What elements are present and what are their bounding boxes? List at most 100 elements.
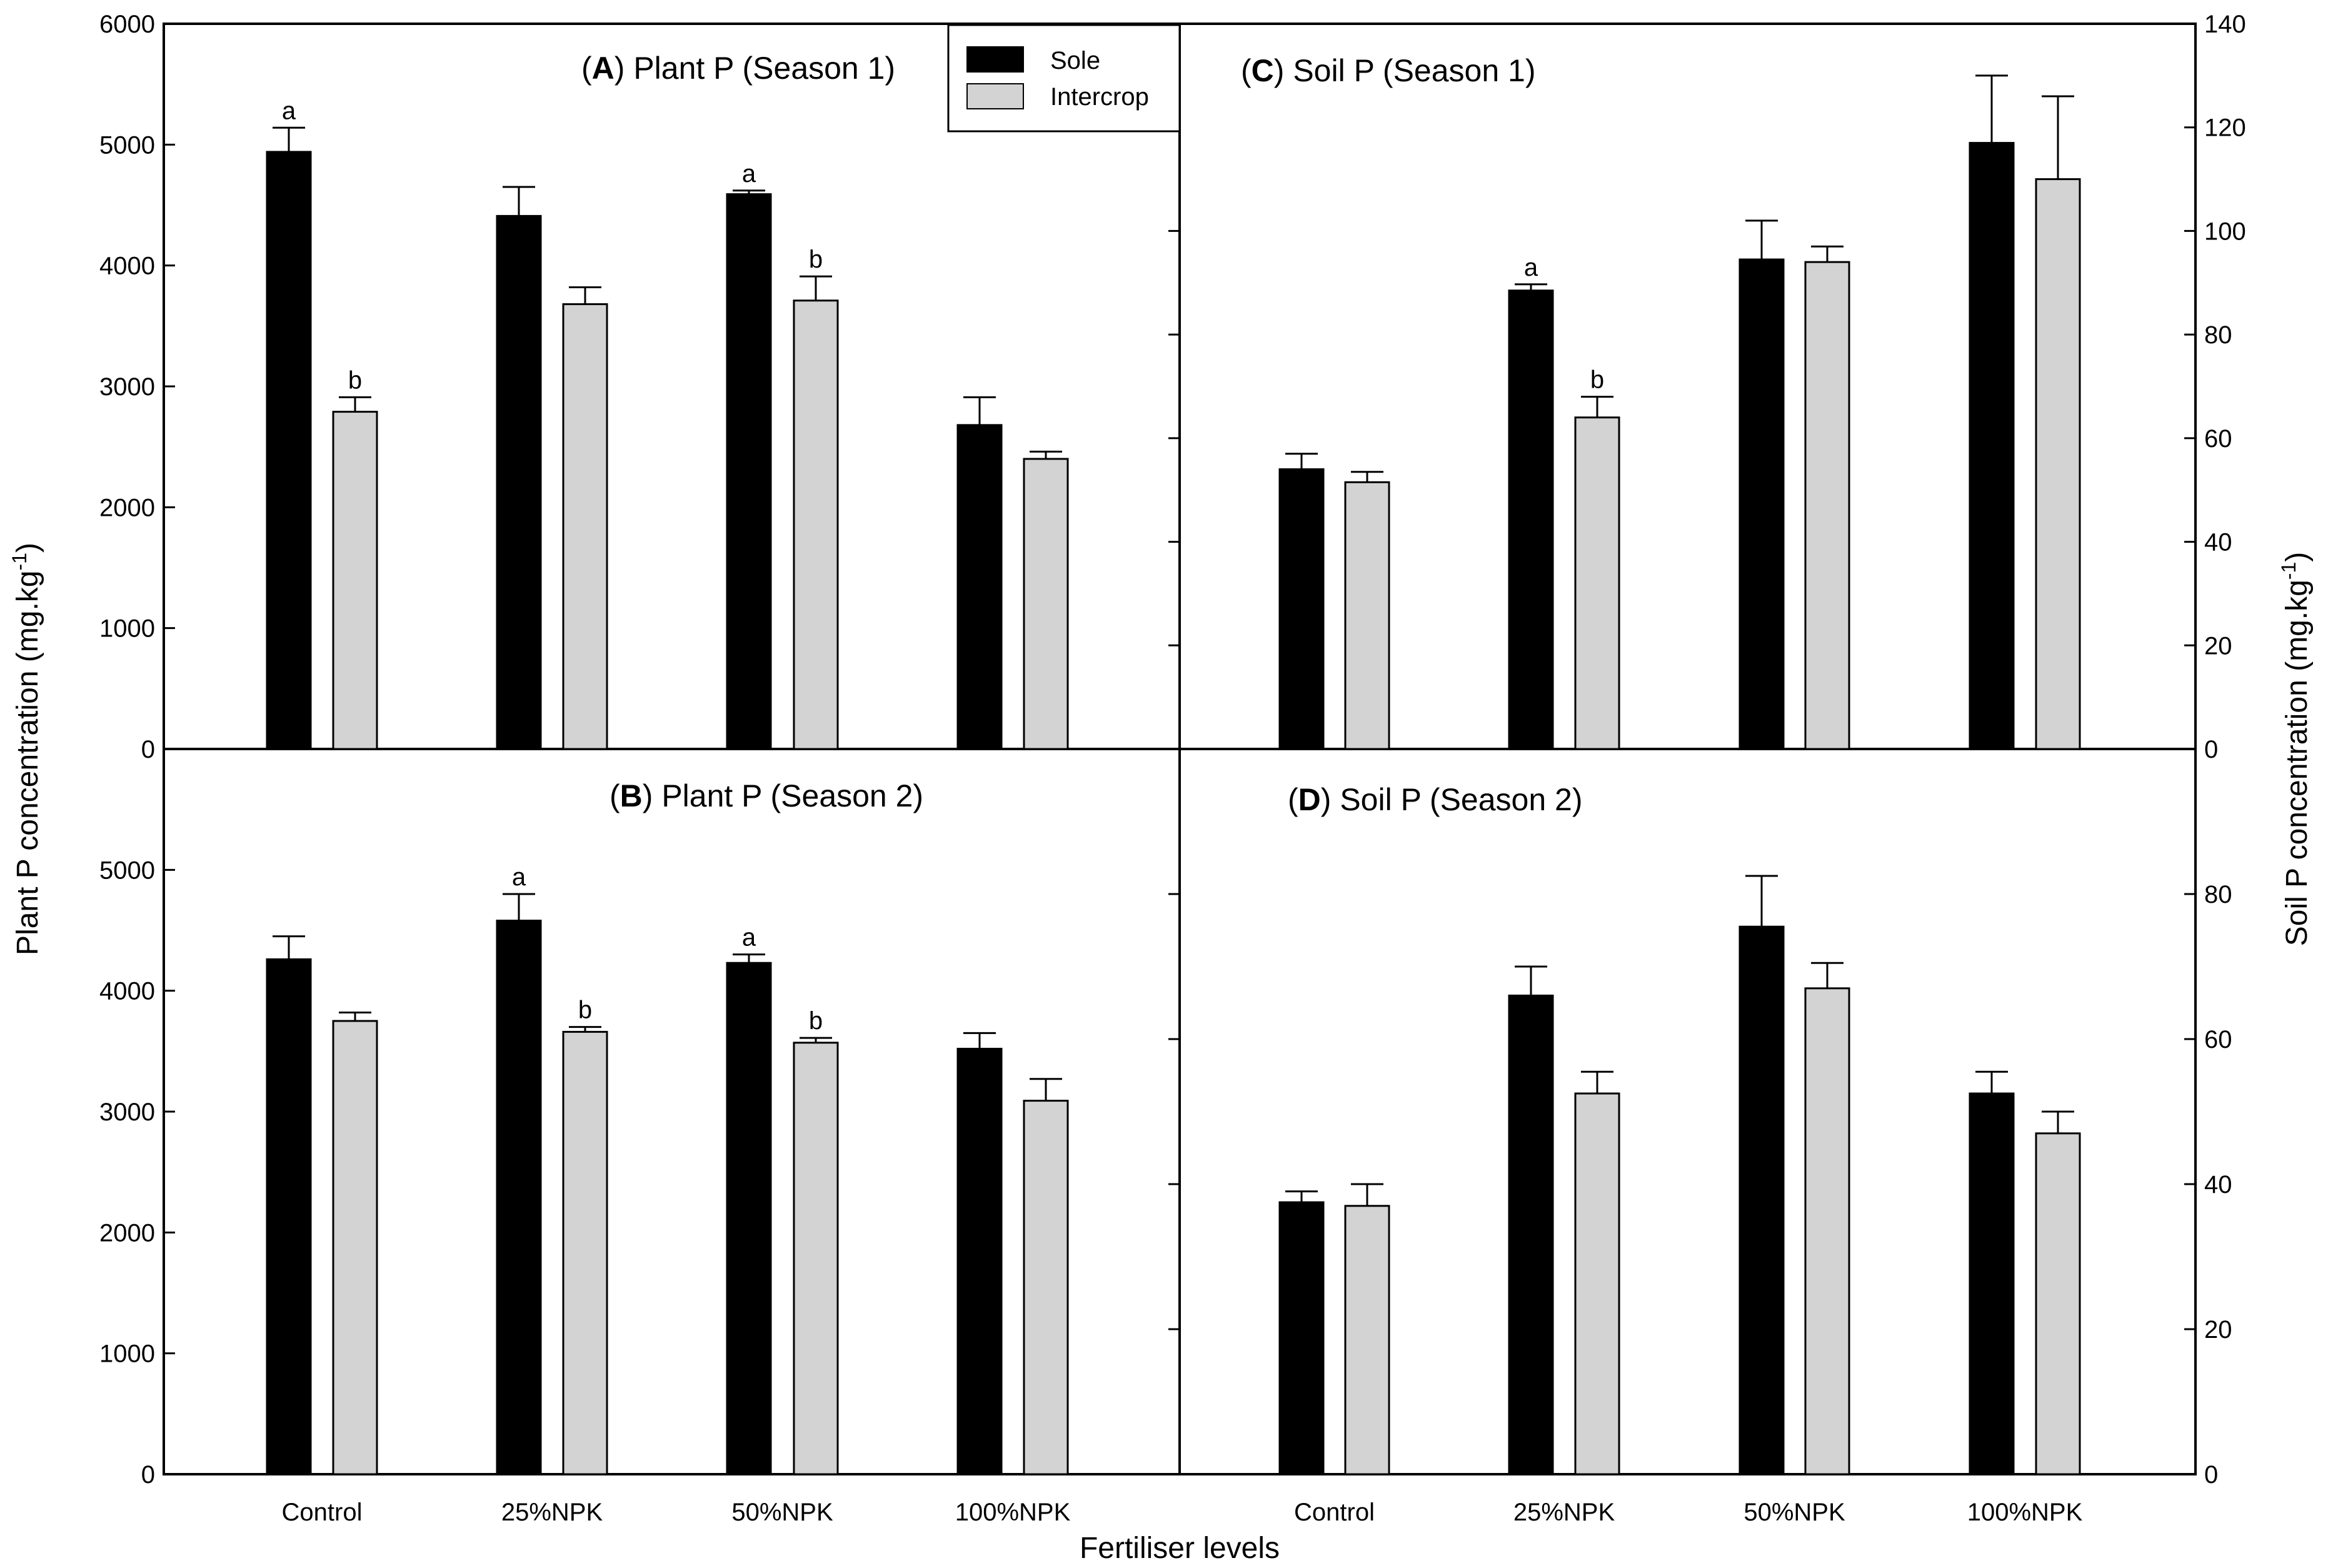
panel-b-bar-sole (266, 958, 312, 1475)
panel-d-bar-intercrop (1804, 987, 1850, 1475)
panel-b-category-label: Control (282, 1499, 363, 1526)
panel-c-y-tick-label: 140 (2204, 11, 2246, 38)
panel-c-sig-label: b (1590, 366, 1604, 394)
panel-d-bar-sole (1508, 994, 1554, 1475)
panel-c-y-tick-label: 80 (2204, 321, 2232, 349)
panel-c-y-tick-label: 20 (2204, 632, 2232, 660)
panel-a-bar-intercrop (793, 299, 839, 750)
panel-b-y-tick-label: 0 (141, 1461, 155, 1489)
panel-d-y-tick-label: 0 (2204, 1461, 2218, 1489)
y-axis-title-left: Plant P concentration (mg.kg-1) (8, 543, 44, 955)
panel-b-sig-label: a (512, 863, 526, 891)
panel-a-y-tick-label: 6000 (99, 11, 155, 38)
panel-b-bar-sole (726, 962, 772, 1475)
panel-b-y-tick-label: 3000 (99, 1098, 155, 1126)
legend-label-sole: Sole (1050, 47, 1100, 74)
panel-d-y-tick-label: 40 (2204, 1171, 2232, 1199)
panel-c-bar-sole (1508, 289, 1554, 750)
panel-c-bar-intercrop (2035, 178, 2081, 750)
panel-b-sig-label: b (578, 997, 592, 1024)
panel-a-y-tick-label: 3000 (99, 373, 155, 401)
y-axis-title-right: Soil P concentration (mg.kg-1) (2277, 552, 2314, 947)
panel-d-bar-sole (1969, 1092, 2015, 1475)
panel-d-category-label: Control (1294, 1499, 1375, 1526)
panel-a-bar-sole (496, 214, 542, 750)
panel-a-bar-intercrop (332, 411, 378, 750)
panel-a-bar-sole (726, 193, 772, 750)
panel-a-y-tick-label: 1000 (99, 615, 155, 643)
panel-a-sig-label: b (809, 246, 823, 273)
panel-c-y-tick-label: 40 (2204, 529, 2232, 556)
y-left-superscript: -1 (8, 553, 31, 570)
panel-b-bar-intercrop (332, 1020, 378, 1475)
panel-c-bar-sole (1738, 258, 1785, 750)
panel-b-category-label: 100%NPK (955, 1499, 1071, 1526)
panel-d: 0 20 40 60 80 Control 25%NPK 50%NPK 100%NPK (1168, 875, 2232, 1526)
panel-d-bar-sole (1738, 925, 1785, 1475)
panel-a-bar-intercrop (562, 303, 608, 750)
panel-c-y-tick-label: 0 (2204, 736, 2218, 763)
panel-a: 0 1000 2000 3000 4000 5000 6000 a b a b (99, 11, 1069, 763)
panel-b-bar-sole (496, 920, 542, 1475)
panel-d-bar-intercrop (1574, 1092, 1620, 1475)
panel-c-letter: C (1252, 53, 1274, 88)
panel-b-y-tick-label: 1000 (99, 1340, 155, 1368)
panel-b-letter: B (620, 778, 643, 813)
panel-d-letter: D (1298, 782, 1321, 817)
y-right-superscript: -1 (2277, 562, 2300, 580)
panel-c-y-tick-label: 100 (2204, 218, 2246, 245)
panel-a-sig-label: a (742, 160, 756, 188)
x-axis-title: Fertiliser levels (1080, 1532, 1280, 1565)
panel-b: 0 1000 2000 3000 4000 5000 Control a b 25%NPK a b 50… (99, 857, 1071, 1526)
panel-d-bar-sole (1278, 1201, 1325, 1475)
y-left-close: ) (11, 543, 44, 553)
panel-c-title: (C) Soil P (Season 1) (1241, 53, 1536, 88)
panel-b-y-tick-label: 4000 (99, 978, 155, 1005)
panel-c-y-tick-label: 120 (2204, 114, 2246, 142)
legend: Sole Intercrop (947, 24, 1181, 133)
legend-swatch-sole (966, 46, 1024, 73)
panel-c-bar-intercrop (1804, 261, 1850, 750)
panel-a-bar-sole (266, 151, 312, 750)
panel-d-y-tick-label: 60 (2204, 1026, 2232, 1053)
panel-a-bar-intercrop (1023, 458, 1069, 750)
panel-b-title-text: Plant P (Season 2) (661, 778, 923, 813)
panel-a-title: (A) Plant P (Season 1) (581, 51, 895, 86)
panel-a-y-tick-label: 5000 (99, 131, 155, 159)
panel-b-bar-intercrop (793, 1042, 839, 1475)
panel-d-bar-intercrop (1344, 1205, 1390, 1475)
panel-d-category-label: 25%NPK (1513, 1499, 1615, 1526)
panel-a-sig-label: b (348, 366, 362, 394)
panel-b-bar-intercrop (562, 1030, 608, 1475)
panel-b-bar-intercrop (1023, 1100, 1069, 1475)
panel-b-category-label: 25%NPK (501, 1499, 603, 1526)
panel-c-bar-intercrop (1574, 416, 1620, 750)
panel-b-y-tick-label: 2000 (99, 1219, 155, 1247)
panel-b-title: (B) Plant P (Season 2) (610, 778, 923, 813)
panel-d-y-tick-label: 80 (2204, 881, 2232, 908)
legend-label-intercrop: Intercrop (1050, 83, 1149, 111)
panel-a-letter: A (592, 51, 615, 86)
panel-b-sig-label: a (742, 924, 756, 952)
panel-d-category-label: 100%NPK (1967, 1499, 2083, 1526)
panel-c-y-tick-label: 60 (2204, 425, 2232, 453)
panel-c-sig-label: a (1524, 254, 1538, 281)
panel-a-bar-sole (956, 424, 1003, 750)
panel-a-sig-label: a (282, 97, 296, 124)
panel-c-bar-intercrop (1344, 481, 1390, 750)
panel-d-title-text: Soil P (Season 2) (1340, 782, 1582, 817)
y-right-close: ) (2280, 552, 2314, 562)
panel-a-y-tick-label: 2000 (99, 494, 155, 521)
y-left-title-main: Plant P concentration (mg.kg (11, 570, 44, 955)
panel-a-y-tick-label: 4000 (99, 253, 155, 280)
panel-a-y-tick-label: 0 (141, 736, 155, 763)
panel-d-y-tick-label: 20 (2204, 1316, 2232, 1344)
panel-b-y-tick-label: 5000 (99, 857, 155, 884)
panel-b-bar-sole (956, 1047, 1003, 1475)
panel-b-category-label: 50%NPK (731, 1499, 833, 1526)
legend-box (947, 24, 1181, 133)
panel-c-bar-sole (1969, 142, 2015, 750)
panel-c-title-text: Soil P (Season 1) (1293, 53, 1535, 88)
panel-a-title-text: Plant P (Season 1) (633, 51, 895, 86)
